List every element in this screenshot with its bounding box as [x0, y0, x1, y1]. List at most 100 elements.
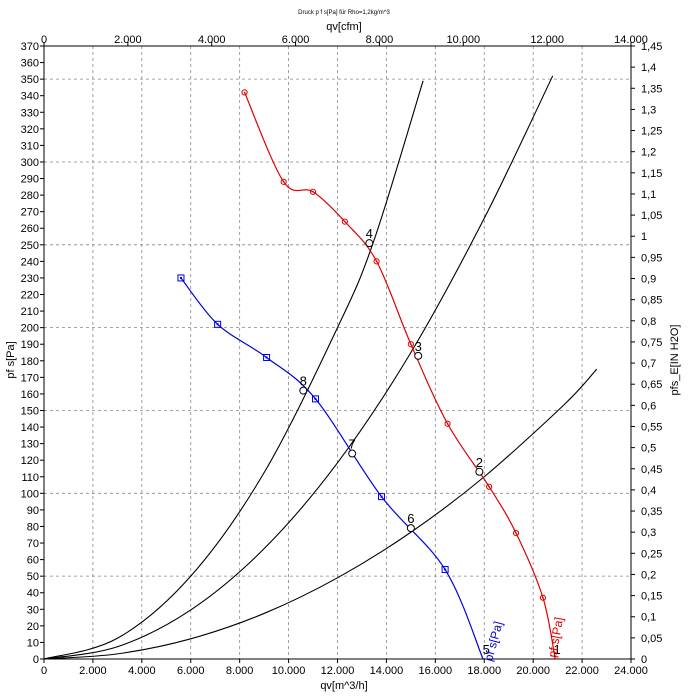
y-tick-label: 50 — [27, 571, 39, 583]
data-point-circle — [280, 178, 287, 185]
data-point-dot — [243, 91, 246, 94]
y2-tick-label: 1,35 — [641, 83, 662, 95]
operating-point-label: 7 — [349, 437, 356, 452]
y-tick-label: 140 — [21, 422, 39, 434]
x-tick-label: 24.000 — [614, 665, 648, 677]
y-axis-title: pf s[Pa] — [5, 341, 17, 378]
system-curve-line — [43, 75, 554, 660]
fan-curve-line — [180, 277, 484, 660]
system-curves — [43, 75, 598, 660]
y-tick-label: 340 — [21, 91, 39, 103]
y2-tick-label: 0,15 — [641, 591, 662, 603]
operating-point-marker — [365, 239, 374, 248]
data-point-dot — [542, 596, 544, 599]
operating-point-marker — [414, 351, 423, 360]
y2-tick-label: 1,05 — [641, 210, 662, 222]
y-tick-label: 160 — [21, 389, 39, 401]
x-tick-label: 4.000 — [128, 665, 156, 677]
y2-tick-label: 1,3 — [641, 104, 656, 116]
data-point-dot — [265, 356, 268, 359]
y-tick-label: 190 — [21, 339, 39, 351]
y-tick-label: 100 — [21, 488, 39, 500]
data-point-circle — [512, 529, 520, 537]
y-tick-label: 200 — [21, 323, 39, 335]
operating-point-label: 1 — [554, 642, 561, 657]
y2-tick-label: 0 — [641, 654, 647, 666]
operating-point-label: 6 — [407, 511, 414, 526]
data-point-dot — [375, 260, 378, 263]
y2-tick-label: 1 — [641, 231, 647, 243]
y-tick-label: 300 — [21, 157, 39, 169]
x-tick-label: 14.000 — [370, 665, 404, 677]
data-point-dot — [312, 190, 314, 193]
data-point-dot — [515, 532, 517, 534]
x-tick-label: 12.000 — [321, 665, 355, 677]
data-point-dot — [380, 495, 383, 498]
x-tick-label: 20.000 — [516, 665, 550, 677]
data-point-square — [311, 395, 319, 403]
data-point-square — [177, 274, 185, 282]
data-point-dot — [410, 343, 412, 346]
y-tick-label: 210 — [21, 306, 39, 318]
data-point-dot — [282, 181, 285, 183]
x2-tick-label: 4.000 — [198, 34, 226, 46]
fan-curves — [177, 89, 556, 660]
y-tick-label: 330 — [21, 107, 39, 119]
y-tick-label: 220 — [21, 290, 39, 302]
y2-tick-label: 0,25 — [641, 548, 662, 560]
y-tick-label: 20 — [27, 621, 39, 633]
data-point-dot — [444, 568, 447, 571]
data-point-square — [441, 566, 449, 574]
x2-tick-label: 10.000 — [446, 34, 480, 46]
y-tick-label: 260 — [21, 223, 39, 235]
operating-points: 1 2 3 4 5 6 7 8 — [299, 226, 561, 657]
y-tick-label: 230 — [21, 273, 39, 285]
y-tick-label: 10 — [27, 637, 39, 649]
data-point-square — [378, 493, 386, 501]
operating-point-marker — [475, 467, 484, 476]
x2-axis-title: qv[cfm] — [326, 21, 361, 33]
x-tick-label: 0 — [41, 665, 47, 677]
data-point-circle — [486, 483, 493, 490]
y2-tick-label: 0,35 — [641, 506, 662, 518]
operating-point-label: 8 — [300, 374, 307, 389]
operating-point-label: 2 — [476, 455, 483, 470]
x-tick-label: 6.000 — [177, 665, 205, 677]
y2-tick-label: 0,4 — [641, 485, 656, 497]
y2-tick-label: 0,95 — [641, 252, 662, 264]
x-tick-label: 16.000 — [419, 665, 453, 677]
operating-point-label: 3 — [415, 339, 422, 354]
x-tick-label: 22.000 — [565, 665, 599, 677]
y-tick-label: 310 — [21, 140, 39, 152]
y2-tick-label: 0,65 — [641, 379, 662, 391]
y-tick-label: 290 — [21, 174, 39, 186]
y2-tick-label: 1,1 — [641, 189, 656, 201]
operating-point-marker — [299, 386, 308, 395]
x-axis-title: qv[m^3/h] — [320, 680, 367, 692]
y-tick-label: 120 — [21, 455, 39, 467]
y-tick-label: 270 — [21, 207, 39, 219]
y-tick-label: 320 — [21, 124, 39, 136]
y-tick-label: 40 — [27, 588, 39, 600]
operating-point-marker — [348, 449, 357, 458]
y-tick-label: 0 — [33, 654, 39, 666]
data-point-circle — [373, 258, 380, 265]
y-tick-label: 170 — [21, 372, 39, 384]
y-tick-label: 70 — [27, 538, 39, 550]
series-label-red: pf s[Pa] — [545, 616, 566, 659]
y-tick-label: 180 — [21, 356, 39, 368]
x-tick-label: 2.000 — [79, 665, 107, 677]
y2-axis-title: pfs_E[IN H2O] — [669, 325, 681, 396]
y2-tick-label: 0,75 — [641, 337, 662, 349]
y-tick-label: 360 — [21, 58, 39, 70]
y2-tick-label: 0,8 — [641, 316, 656, 328]
x-tick-label: 8.000 — [226, 665, 254, 677]
y2-tick-label: 1,15 — [641, 168, 662, 180]
data-point-circle — [444, 420, 451, 427]
y-tick-label: 60 — [27, 555, 39, 567]
y2-tick-label: 0,2 — [641, 569, 656, 581]
y-tick-label: 150 — [21, 405, 39, 417]
data-point-square — [214, 320, 222, 328]
system-curve-line — [43, 368, 598, 660]
